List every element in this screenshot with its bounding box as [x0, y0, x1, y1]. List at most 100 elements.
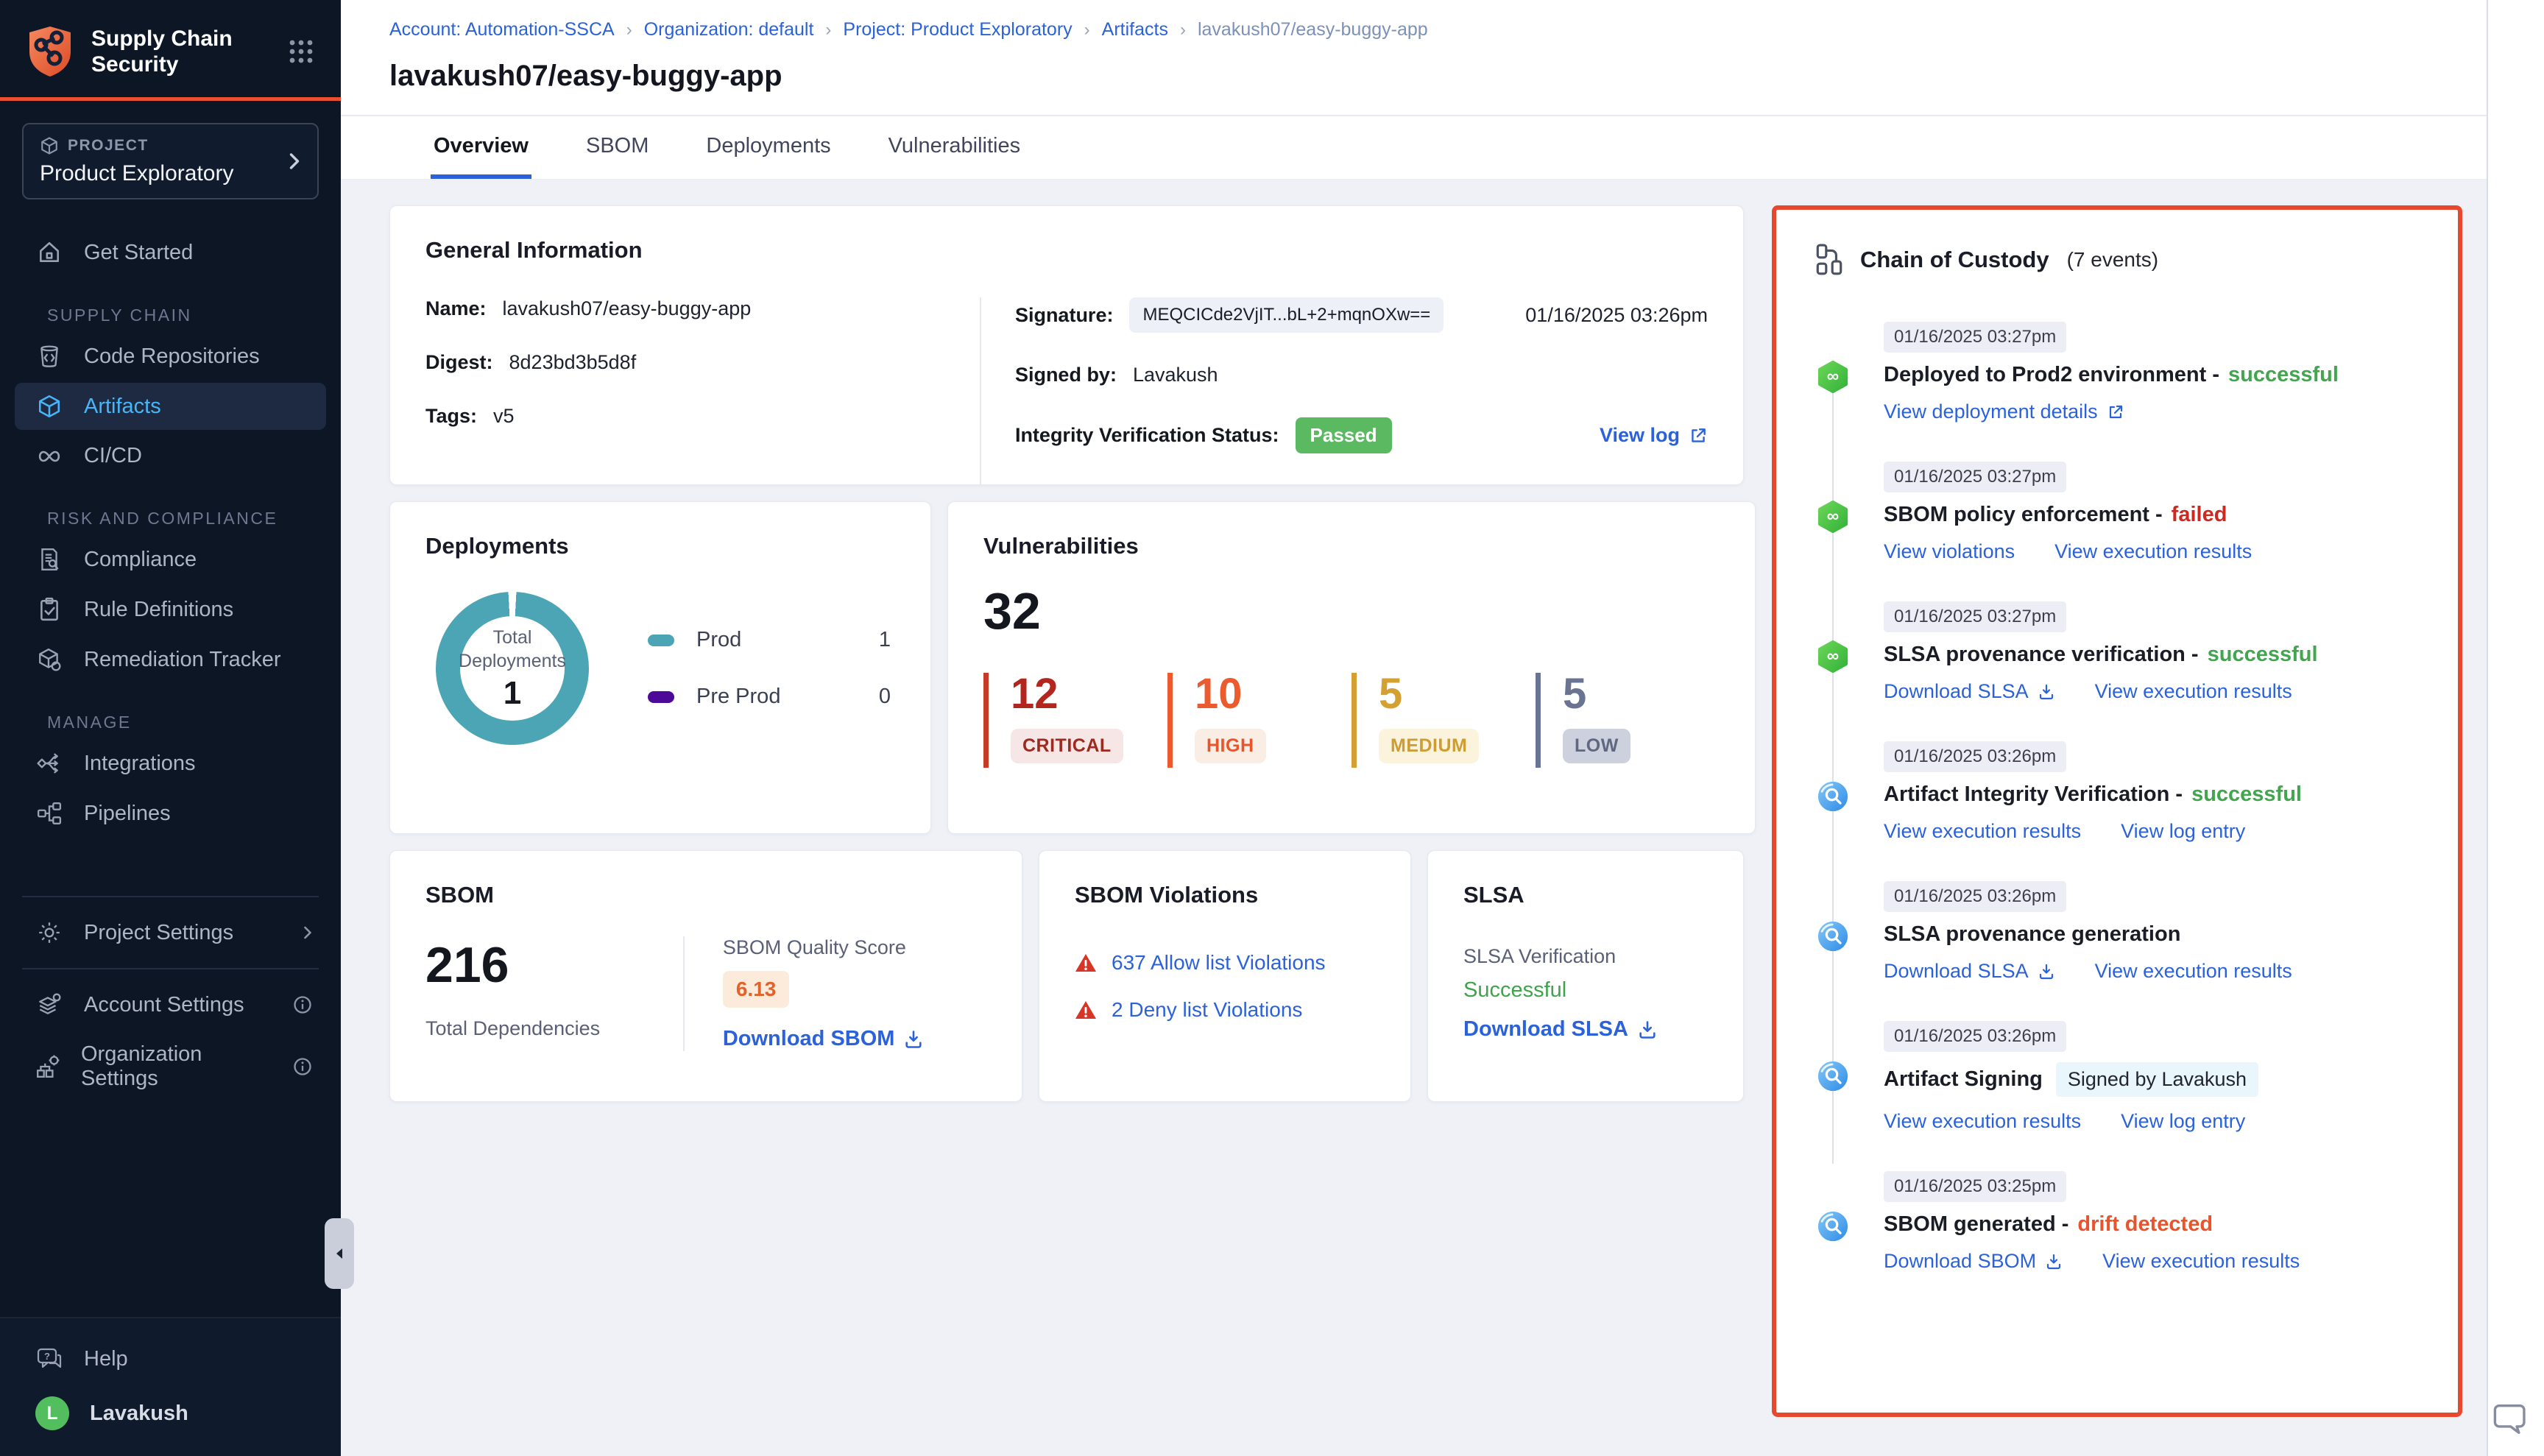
- digest-label: Digest:: [425, 351, 493, 374]
- chain-timeline: ∞ 01/16/2025 03:27pm Deployed to Prod2 e…: [1816, 322, 2428, 1273]
- sidebar-item-label: Account Settings: [84, 993, 244, 1017]
- deployments-legend: Prod 1 Pre Prod 0: [648, 628, 895, 709]
- user-menu[interactable]: L Lavakush: [15, 1385, 326, 1441]
- cd-pipeline-icon: ∞: [1816, 640, 1850, 674]
- chat-help-icon[interactable]: [2492, 1402, 2531, 1437]
- chevron-right-icon: [303, 925, 313, 941]
- sidebar-nav: Get Started SUPPLY CHAIN Code Repositori…: [0, 226, 341, 1105]
- page-header: Account: Automation-SSCA Organization: d…: [341, 0, 2487, 116]
- event-timestamp: 01/16/2025 03:27pm: [1884, 601, 2066, 632]
- gear-icon: [35, 920, 63, 945]
- chain-events-count: (7 events): [2067, 248, 2159, 272]
- sbom-card: SBOM 216 Total Dependencies SBOM Quality…: [389, 850, 1022, 1102]
- sidebar-item-cicd[interactable]: CI/CD: [15, 433, 326, 479]
- module-grid-icon[interactable]: [286, 37, 316, 66]
- artifact-digest: 8d23bd3b5d8f: [509, 351, 637, 374]
- breadcrumb-account[interactable]: Account: Automation-SSCA: [389, 19, 644, 40]
- sidebar-item-rule-definitions[interactable]: Rule Definitions: [15, 586, 326, 633]
- preprod-count: 0: [879, 685, 891, 709]
- sidebar-item-project-settings[interactable]: Project Settings: [15, 909, 326, 956]
- org-gear-icon: [35, 1054, 60, 1079]
- ssca-scan-icon: [1816, 1059, 1850, 1093]
- prod-swatch: [648, 635, 674, 646]
- svg-text:∞: ∞: [1827, 646, 1839, 665]
- sidebar-item-remediation-tracker[interactable]: Remediation Tracker: [15, 636, 326, 683]
- sidebar-item-account-settings[interactable]: Account Settings: [15, 981, 326, 1028]
- info-icon[interactable]: [292, 994, 313, 1015]
- sidebar-collapse-handle[interactable]: [325, 1218, 354, 1289]
- tab-overview[interactable]: Overview: [431, 116, 531, 179]
- download-icon: [903, 1029, 924, 1050]
- view-violations-link[interactable]: View violations: [1884, 540, 2015, 563]
- sidebar-item-organization-settings[interactable]: Organization Settings: [15, 1031, 326, 1102]
- sbom-violations-card: SBOM Violations 637 Allow list Violation…: [1039, 850, 1411, 1102]
- severity-badge: MEDIUM: [1379, 729, 1479, 763]
- download-icon: [2038, 683, 2055, 701]
- tab-deployments[interactable]: Deployments: [703, 116, 833, 179]
- download-slsa-link[interactable]: Download SLSA: [1884, 960, 2055, 983]
- deny-list-violations-link[interactable]: 2 Deny list Violations: [1075, 998, 1375, 1022]
- signed-by-label: Signed by:: [1015, 364, 1117, 386]
- view-log-entry-link[interactable]: View log entry: [2121, 1110, 2245, 1133]
- breadcrumb-current: lavakush07/easy-buggy-app: [1198, 19, 1428, 40]
- event-title: Artifact Integrity Verification -: [1884, 782, 2183, 807]
- severity-breakdown: 12 CRITICAL 10 HIGH 5 MEDIUM 5: [983, 673, 1720, 768]
- sidebar-item-artifacts[interactable]: Artifacts: [15, 383, 326, 430]
- download-sbom-link[interactable]: Download SBOM: [723, 1027, 925, 1051]
- timeline-event: 01/16/2025 03:26pm SLSA provenance gener…: [1816, 881, 2428, 983]
- deployments-card: Deployments Total Deployments 1 Prod: [389, 501, 931, 834]
- tab-sbom[interactable]: SBOM: [583, 116, 651, 179]
- legend-item-preprod: Pre Prod 0: [648, 685, 891, 709]
- view-log-entry-link[interactable]: View log entry: [2121, 820, 2245, 843]
- event-title: SBOM policy enforcement -: [1884, 503, 2163, 527]
- signed-by-value: Lavakush: [1133, 364, 1218, 386]
- divider: [22, 896, 319, 897]
- sidebar-item-label: Integrations: [84, 752, 196, 776]
- view-execution-results-link[interactable]: View execution results: [2095, 960, 2292, 983]
- project-selector[interactable]: PROJECT Product Exploratory: [22, 123, 319, 199]
- slsa-verification-label: SLSA Verification: [1463, 945, 1708, 968]
- allow-list-violations-link[interactable]: 637 Allow list Violations: [1075, 951, 1375, 975]
- severity-badge: CRITICAL: [1011, 729, 1123, 763]
- view-execution-results-link[interactable]: View execution results: [1884, 1110, 2081, 1133]
- severity-badge: HIGH: [1195, 729, 1266, 763]
- severity-high: 10 HIGH: [1167, 673, 1352, 768]
- brand-accent-bar: [0, 97, 341, 101]
- card-title: SBOM: [425, 882, 986, 908]
- sbom-total-label: Total Dependencies: [425, 1017, 683, 1040]
- view-execution-results-link[interactable]: View execution results: [2095, 680, 2292, 703]
- card-title: General Information: [425, 237, 1708, 264]
- view-deployment-details-link[interactable]: View deployment details: [1884, 400, 2124, 423]
- breadcrumb-organization[interactable]: Organization: default: [644, 19, 844, 40]
- download-sbom-link[interactable]: Download SBOM: [1884, 1250, 2063, 1273]
- breadcrumb-project[interactable]: Project: Product Exploratory: [843, 19, 1101, 40]
- sidebar-item-label: CI/CD: [84, 444, 142, 468]
- integrity-label: Integrity Verification Status:: [1015, 424, 1279, 447]
- help-button[interactable]: ? Help: [15, 1336, 326, 1382]
- repository-icon: [35, 344, 63, 369]
- clipboard-check-icon: [35, 597, 63, 622]
- sidebar-item-code-repositories[interactable]: Code Repositories: [15, 333, 326, 380]
- view-execution-results-link[interactable]: View execution results: [2054, 540, 2252, 563]
- breadcrumb-artifacts[interactable]: Artifacts: [1102, 19, 1198, 40]
- sidebar-item-get-started[interactable]: Get Started: [15, 229, 326, 276]
- sidebar-item-integrations[interactable]: Integrations: [15, 740, 326, 787]
- signature-value[interactable]: MEQCICde2VjIT...bL+2+mqnOXw==: [1129, 297, 1444, 333]
- sidebar-item-pipelines[interactable]: Pipelines: [15, 790, 326, 837]
- general-information-card: General Information Name:lavakush07/easy…: [389, 205, 1744, 485]
- tab-vulnerabilities[interactable]: Vulnerabilities: [886, 116, 1023, 179]
- timeline-event: 01/16/2025 03:26pm Artifact Signing Sign…: [1816, 1021, 2428, 1133]
- view-execution-results-link[interactable]: View execution results: [2102, 1250, 2300, 1273]
- legend-item-prod: Prod 1: [648, 628, 891, 652]
- view-execution-results-link[interactable]: View execution results: [1884, 820, 2081, 843]
- breadcrumb: Account: Automation-SSCA Organization: d…: [389, 19, 2487, 40]
- page-title: lavakush07/easy-buggy-app: [389, 60, 2487, 93]
- view-log-link[interactable]: View log: [1600, 424, 1708, 447]
- info-icon[interactable]: [292, 1056, 313, 1077]
- event-timestamp: 01/16/2025 03:25pm: [1884, 1171, 2066, 1202]
- sidebar-item-compliance[interactable]: Compliance: [15, 536, 326, 583]
- download-slsa-link[interactable]: Download SLSA: [1884, 680, 2055, 703]
- vulnerabilities-card: Vulnerabilities 32 12 CRITICAL 10 HIGH 5: [947, 501, 1756, 834]
- main-area: Account: Automation-SSCA Organization: d…: [341, 0, 2487, 1456]
- download-slsa-link[interactable]: Download SLSA: [1463, 1017, 1658, 1042]
